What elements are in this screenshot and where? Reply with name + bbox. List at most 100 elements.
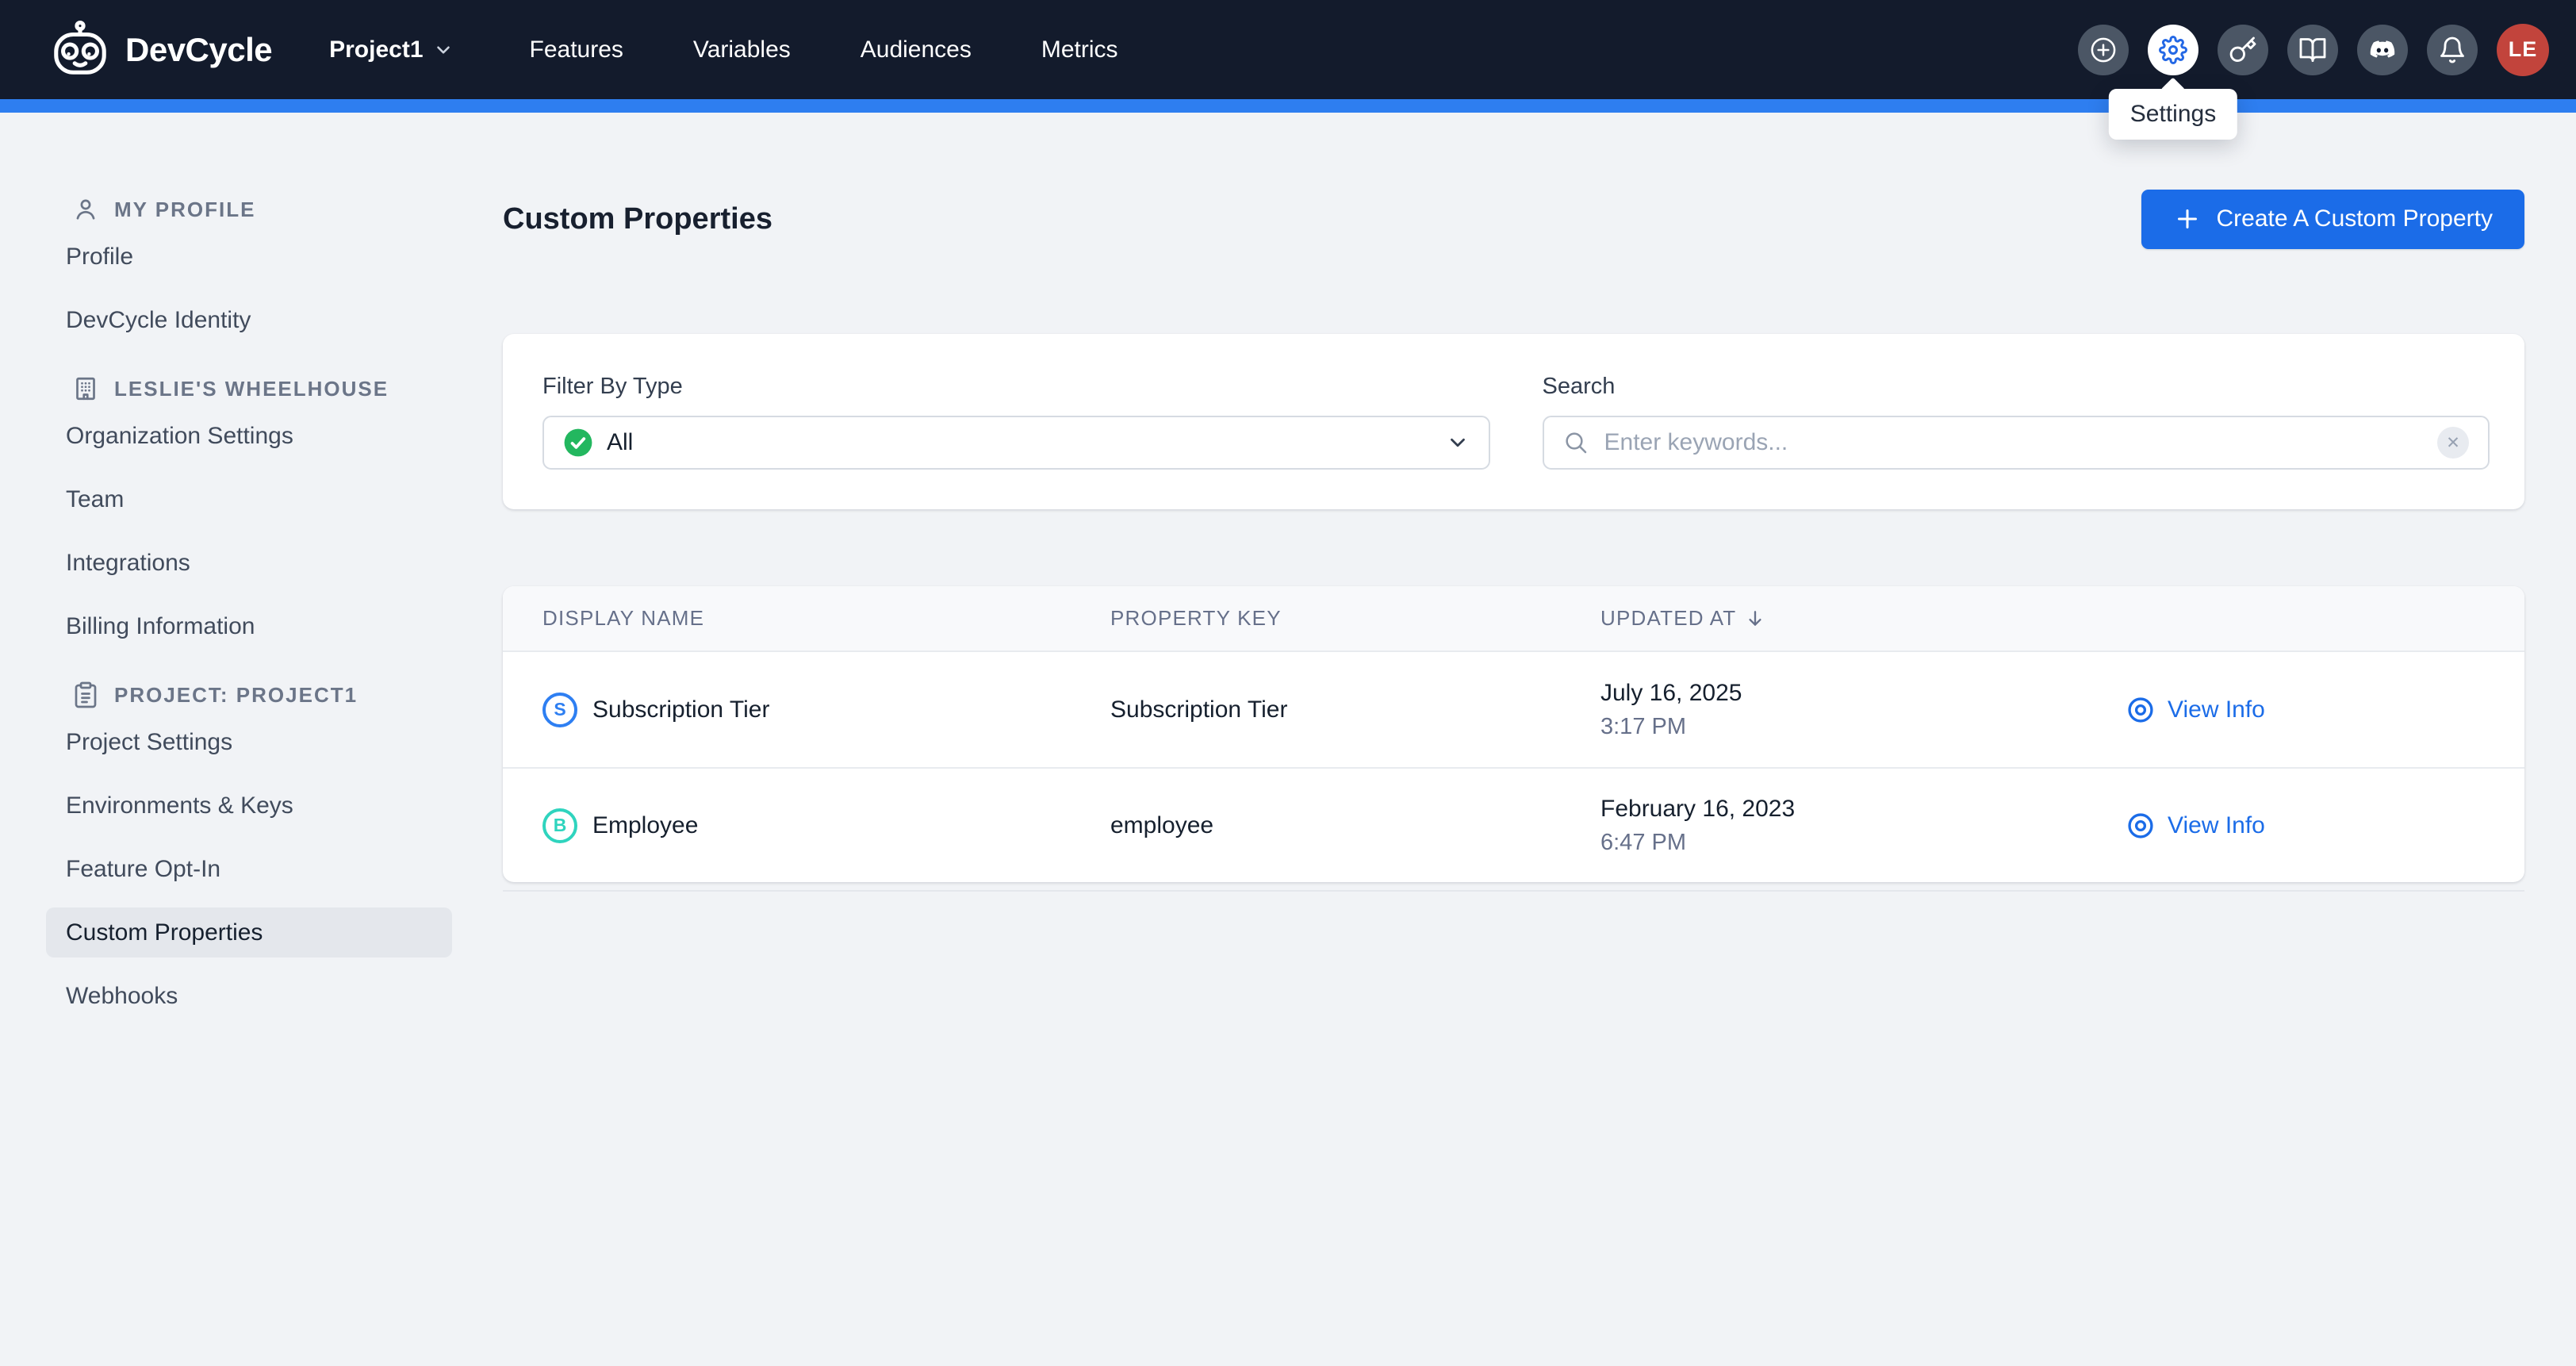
search-box: ✕ <box>1542 416 2490 470</box>
divider <box>503 890 2524 892</box>
nav-link-audiences[interactable]: Audiences <box>860 36 972 63</box>
search-icon <box>1565 432 1586 454</box>
updated-date: July 16, 2025 <box>1600 679 1742 706</box>
sidebar-section-label: LESLIE'S WHEELHOUSE <box>114 376 389 401</box>
display-name: Subscription Tier <box>592 696 770 723</box>
view-info-label: View Info <box>2168 696 2265 723</box>
create-custom-property-label: Create A Custom Property <box>2216 205 2494 232</box>
property-key-cell: employee <box>1110 812 1600 839</box>
chevron-down-icon <box>436 45 450 54</box>
column-header-updated-at[interactable]: UPDATED AT <box>1600 606 2126 631</box>
updated-at-cell: July 16, 2025 3:17 PM <box>1600 680 2126 740</box>
custom-properties-table: DISPLAY NAME PROPERTY KEY UPDATED AT S Subs… <box>503 586 2524 882</box>
table-row-subscription-tier: S Subscription Tier Subscription Tier July … <box>503 652 2524 767</box>
devcycle-logo[interactable]: DevCycle <box>49 19 273 81</box>
sidebar-section-title: PROJECT: PROJECT1 <box>46 677 452 712</box>
type-filter-select[interactable]: All <box>542 416 1490 470</box>
sidebar-section-my-profile: MY PROFILE Profile DevCycle Identity <box>46 192 452 345</box>
brand-name: DevCycle <box>125 30 273 68</box>
view-info-label: View Info <box>2168 812 2265 838</box>
property-type-badge: S <box>542 692 577 727</box>
property-key: Subscription Tier <box>1110 696 1288 723</box>
sidebar-item-custom-properties[interactable]: Custom Properties <box>46 907 452 957</box>
sidebar-section-label: PROJECT: PROJECT1 <box>114 682 358 707</box>
view-info-button[interactable]: View Info <box>2126 695 2524 725</box>
column-header-label: PROPERTY KEY <box>1110 606 1282 630</box>
sidebar-section-leslie-s-wheelhouse: LESLIE'S WHEELHOUSE Organization Settings… <box>46 371 452 651</box>
sidebar-item-webhooks[interactable]: Webhooks <box>66 983 178 1009</box>
plus-circle-icon[interactable] <box>2078 24 2129 75</box>
sidebar-item-project-settings[interactable]: Project Settings <box>66 729 233 755</box>
settings-gear-icon[interactable] <box>2148 24 2198 75</box>
top-navbar: DevCycle Project1 Features Variables Audie… <box>0 0 2576 99</box>
property-key-cell: Subscription Tier <box>1110 696 1600 723</box>
sidebar-item-feature-opt-in[interactable]: Feature Opt-In <box>66 856 221 882</box>
sidebar-item-organization-settings[interactable]: Organization Settings <box>66 423 293 449</box>
project-selector-label: Project1 <box>329 36 424 63</box>
search-input[interactable] <box>1602 428 2437 457</box>
sidebar-item-team[interactable]: Team <box>66 486 125 512</box>
updated-date: February 16, 2023 <box>1600 795 1796 822</box>
docs-book-icon[interactable] <box>2287 24 2338 75</box>
project-selector[interactable]: Project1 <box>329 36 453 63</box>
display-name-cell: S Subscription Tier <box>542 692 1110 727</box>
topnav-links: Features Variables Audiences Metrics <box>530 36 1118 63</box>
column-header-display-name: DISPLAY NAME <box>542 606 1110 631</box>
display-name: Employee <box>592 812 699 838</box>
display-name-cell: B Employee <box>542 808 1110 843</box>
page-title: Custom Properties <box>503 201 772 236</box>
sidebar-section-title: MY PROFILE <box>46 192 452 227</box>
table-body: S Subscription Tier Subscription Tier July … <box>503 652 2524 882</box>
sidebar-item-profile[interactable]: Profile <box>66 244 134 270</box>
updated-time: 3:17 PM <box>1600 713 1686 739</box>
property-type-badge: B <box>542 808 577 843</box>
sidebar-section-title: LESLIE'S WHEELHOUSE <box>46 371 452 406</box>
sidebar-section-label: MY PROFILE <box>114 197 256 221</box>
search-label: Search <box>1542 374 1616 399</box>
filter-by-type-field: Filter By Type All <box>542 374 1490 470</box>
title-row: Custom Properties Create A Custom Proper… <box>503 189 2524 249</box>
sidebar-item-devcycle-identity[interactable]: DevCycle Identity <box>66 307 251 333</box>
accent-stripe <box>0 99 2576 113</box>
table-header-row: DISPLAY NAME PROPERTY KEY UPDATED AT <box>503 586 2524 652</box>
notifications-bell-icon[interactable] <box>2427 24 2478 75</box>
sidebar-section-project-project1: PROJECT: PROJECT1 Project Settings Environ… <box>46 677 452 1021</box>
filter-card: Filter By Type All Search ✕ <box>503 334 2524 509</box>
clear-search-button[interactable]: ✕ <box>2437 427 2469 459</box>
filter-by-type-label: Filter By Type <box>542 374 683 399</box>
nav-link-metrics[interactable]: Metrics <box>1041 36 1118 63</box>
column-header-label: UPDATED AT <box>1600 606 1737 630</box>
main-panel: Custom Properties Create A Custom Proper… <box>452 113 2576 1034</box>
column-header-label: DISPLAY NAME <box>542 606 705 630</box>
devcycle-robot-icon <box>54 20 106 75</box>
sort-desc-icon <box>1749 610 1761 626</box>
table-row-employee: B Employee employee February 16, 2023 6:47 P… <box>503 767 2524 882</box>
plus-icon <box>2177 209 2197 228</box>
view-info-button[interactable]: View Info <box>2126 811 2524 841</box>
check-circle-icon <box>564 428 592 457</box>
property-key: employee <box>1110 812 1214 838</box>
column-header-property-key: PROPERTY KEY <box>1110 606 1600 631</box>
sidebar-item-billing-information[interactable]: Billing Information <box>66 613 255 639</box>
discord-icon[interactable] <box>2357 24 2408 75</box>
user-icon <box>76 199 95 220</box>
updated-time: 6:47 PM <box>1600 829 1686 855</box>
sidebar: MY PROFILE Profile DevCycle Identity LESLIE… <box>0 113 452 1034</box>
sidebar-item-integrations[interactable]: Integrations <box>66 550 190 576</box>
page-content: MY PROFILE Profile DevCycle Identity LESLIE… <box>0 113 2576 1034</box>
topnav-actions: LE <box>2078 23 2549 76</box>
user-avatar[interactable]: LE <box>2497 23 2549 76</box>
clipboard-icon <box>75 681 97 708</box>
updated-at-cell: February 16, 2023 6:47 PM <box>1600 796 2126 856</box>
search-field: Search ✕ <box>1542 374 2490 470</box>
nav-link-features[interactable]: Features <box>529 36 623 63</box>
view-info-eye-icon <box>2128 812 2153 838</box>
chevron-down-icon <box>1450 438 1465 447</box>
settings-tooltip: Settings <box>2108 89 2238 140</box>
api-key-icon[interactable] <box>2218 24 2268 75</box>
create-custom-property-button[interactable]: Create A Custom Property <box>2141 189 2524 249</box>
nav-link-variables[interactable]: Variables <box>692 36 791 63</box>
view-info-eye-icon <box>2128 696 2153 723</box>
building-icon <box>76 377 95 401</box>
sidebar-item-environments-keys[interactable]: Environments & Keys <box>66 792 293 819</box>
